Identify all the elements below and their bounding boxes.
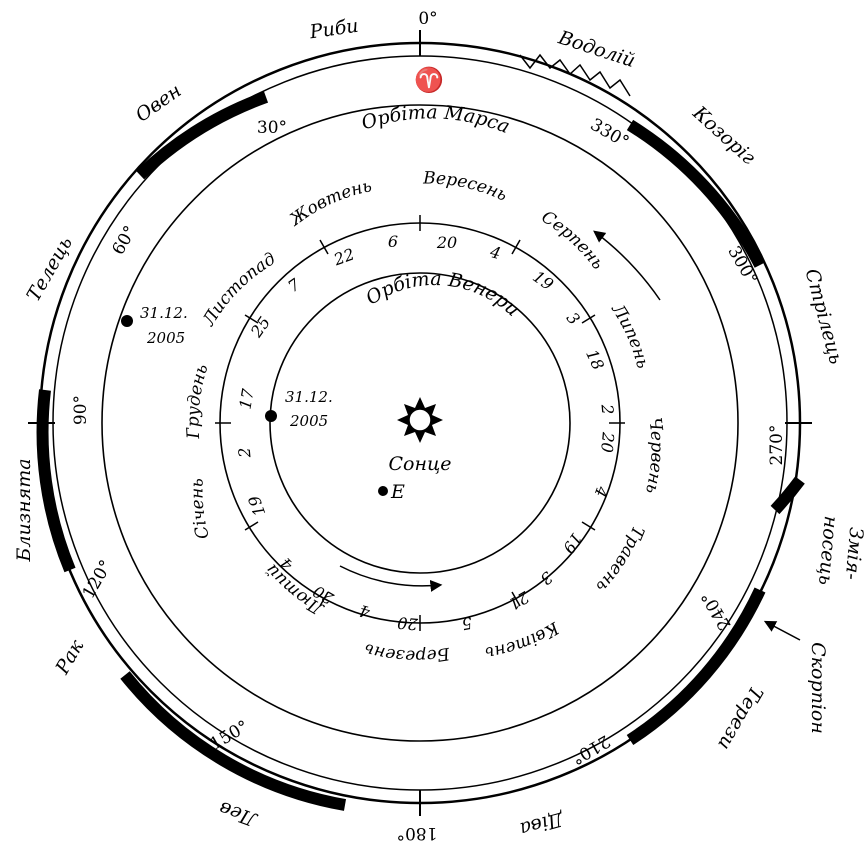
mars-orbit — [101, 104, 739, 742]
day-6-oct: 6 — [388, 232, 398, 251]
day-3-aug: 3 — [563, 308, 584, 328]
zodiac-taurus: Телець — [23, 233, 77, 305]
band-segment-leo — [120, 671, 347, 811]
band-segment-libra — [626, 587, 766, 746]
day-22-oct: 22 — [330, 244, 357, 269]
day-4-mar: 4 — [357, 601, 373, 622]
mars-date-line1: 31.12. — [140, 304, 188, 322]
degree-240: 240° — [698, 588, 736, 633]
degree-90: 90° — [71, 395, 91, 425]
zodiac-cancer: Рак — [51, 636, 89, 679]
day-5-apr: 5 — [460, 613, 473, 633]
venus-orbit — [269, 272, 571, 574]
band-ticks — [28, 30, 812, 816]
degree-330: 330° — [587, 115, 632, 153]
zodiac-virgo: Діва — [517, 807, 566, 840]
month-december: Грудень — [183, 362, 212, 441]
day-4-jun: 4 — [590, 483, 612, 500]
month-january: Січень — [187, 478, 213, 541]
venus-date-marker: 31.12. 2005 — [265, 388, 333, 430]
venus-date-line1: 31.12. — [285, 388, 333, 406]
sun-icon — [397, 397, 443, 443]
day-20-sep: 20 — [436, 233, 457, 252]
degree-60: 60° — [108, 222, 140, 258]
band-segment-ophiuchus — [770, 476, 805, 515]
venus-date-line2: 2005 — [289, 412, 328, 430]
day-20-jun: 20 — [597, 431, 618, 454]
earth-label: E — [390, 481, 405, 503]
zodiac-pisces: Риби — [307, 15, 359, 44]
day-19-aug: 19 — [529, 267, 557, 294]
aries-symbol: ♈ — [414, 66, 444, 94]
earth-orbit-ticks — [215, 215, 625, 631]
month-july: Липень — [607, 300, 653, 371]
day-4-sep: 4 — [487, 242, 503, 263]
zodiac-leo: Лев — [216, 797, 260, 831]
month-may: Травень — [592, 523, 648, 596]
day-20-mar: 20 — [397, 613, 420, 634]
degree-labels: 0° 30° 60° 90° 120° 150° 180° 210° 240° … — [71, 9, 787, 843]
month-september: Вересень — [422, 168, 510, 205]
venus-orbit-label: Орбіта Венери — [362, 268, 524, 321]
sun-label: Сонце — [389, 453, 452, 475]
zodiac-gemini: Близнята — [13, 458, 35, 562]
degree-180: 180° — [397, 823, 438, 843]
mars-date-marker: 31.12. 2005 — [121, 304, 188, 347]
zodiac-labels: Риби Водолій Козоріг Стрілець Змія- носе… — [13, 15, 867, 840]
zodiac-band — [28, 30, 812, 816]
band-segment-aquarius — [519, 53, 631, 97]
mars-direction-arrow — [593, 230, 661, 301]
zodiac-ophiuchus-1: Змія- — [841, 526, 868, 580]
month-march: Березень — [362, 639, 452, 666]
zodiac-sagittarius: Стрілець — [801, 266, 848, 366]
day-2-jul: 2 — [597, 403, 617, 416]
day-19-may: 19 — [559, 529, 586, 557]
degree-270: 270° — [767, 425, 787, 466]
band-segment-capricorn — [626, 119, 766, 268]
day-19-jan: 19 — [244, 493, 269, 519]
day-2-jan: 2 — [235, 447, 255, 460]
month-october: Жовтень — [285, 176, 373, 230]
month-april: Квітень — [484, 617, 563, 663]
month-august: Серпень — [538, 207, 608, 273]
day-18-jul: 18 — [582, 346, 608, 372]
earth-direction-arrow — [339, 565, 443, 592]
degree-0: 0° — [418, 9, 437, 29]
zodiac-capricorn: Козоріг — [688, 101, 760, 169]
zodiac-aquarius: Водолій — [555, 26, 638, 72]
month-november: Листопад — [198, 249, 279, 330]
degree-150: 150° — [207, 717, 252, 755]
zodiac-aries: Овен — [132, 80, 186, 127]
band-segment-gemini — [36, 389, 76, 573]
band-segment-aries — [135, 91, 269, 180]
scorpius-pointer-arrow — [763, 620, 801, 641]
zodiac-ophiuchus-2: носець — [814, 515, 842, 586]
zodiac-scorpius: Скорпіон — [807, 642, 829, 734]
month-june: Червень — [641, 416, 667, 495]
day-17-dec: 17 — [235, 387, 257, 411]
degree-120: 120° — [79, 557, 117, 602]
mars-date-line2: 2005 — [146, 329, 185, 347]
zodiac-libra: Терези — [713, 682, 767, 754]
earth-dot — [378, 486, 388, 496]
day-7-nov: 7 — [284, 274, 304, 296]
degree-30: 30° — [257, 118, 287, 138]
